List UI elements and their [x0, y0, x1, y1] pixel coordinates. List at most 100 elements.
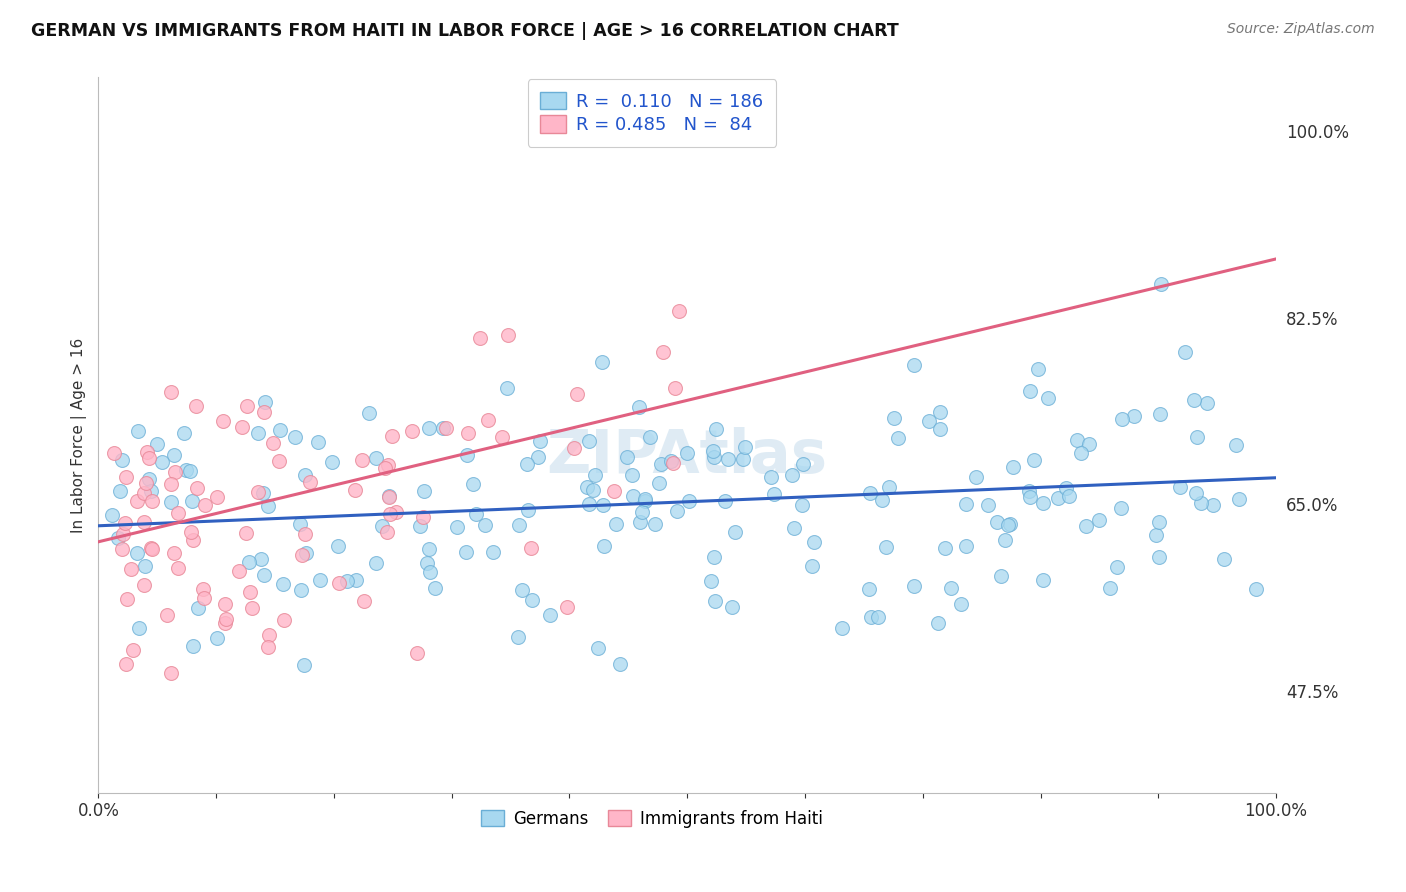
Point: [714, 494, 737, 508]
Point: [1046, 491, 1069, 506]
Point: [412, 483, 434, 498]
Point: [1001, 460, 1024, 475]
Point: [141, 494, 163, 508]
Point: [364, 556, 387, 570]
Point: [1168, 479, 1191, 493]
Point: [668, 304, 690, 318]
Point: [163, 546, 186, 560]
Point: [949, 598, 972, 612]
Point: [257, 500, 280, 514]
Point: [1202, 499, 1225, 513]
Point: [1054, 481, 1077, 495]
Point: [508, 518, 530, 533]
Point: [214, 612, 236, 626]
Point: [378, 508, 401, 522]
Point: [432, 421, 454, 435]
Point: [872, 493, 894, 508]
Point: [138, 451, 160, 466]
Point: [977, 499, 1000, 513]
Point: [418, 541, 440, 556]
Point: [659, 454, 682, 468]
Point: [506, 630, 529, 644]
Point: [181, 493, 204, 508]
Point: [146, 437, 169, 451]
Point: [526, 450, 548, 464]
Point: [343, 483, 366, 498]
Point: [375, 525, 398, 540]
Point: [592, 498, 614, 512]
Point: [1149, 515, 1171, 529]
Point: [591, 355, 613, 369]
Point: [575, 480, 598, 494]
Point: [134, 486, 156, 500]
Point: [875, 540, 897, 554]
Point: [353, 594, 375, 608]
Point: [965, 469, 987, 483]
Point: [128, 621, 150, 635]
Point: [111, 541, 134, 556]
Point: [294, 546, 316, 560]
Point: [866, 609, 889, 624]
Point: [231, 420, 253, 434]
Point: [1018, 484, 1040, 499]
Point: [299, 475, 322, 489]
Point: [633, 493, 655, 508]
Point: [1225, 438, 1247, 452]
Point: [235, 526, 257, 541]
Point: [364, 450, 387, 465]
Point: [191, 582, 214, 596]
Point: [125, 546, 148, 560]
Point: [609, 657, 631, 672]
Point: [1185, 430, 1208, 444]
Point: [205, 631, 228, 645]
Point: [1149, 408, 1171, 422]
Point: [1144, 527, 1167, 541]
Point: [139, 483, 162, 498]
Point: [644, 516, 666, 531]
Point: [120, 562, 142, 576]
Point: [415, 556, 437, 570]
Point: [378, 490, 401, 504]
Point: [522, 593, 544, 607]
Point: [1066, 433, 1088, 447]
Point: [409, 519, 432, 533]
Point: [586, 640, 609, 655]
Point: [1026, 361, 1049, 376]
Point: [252, 486, 274, 500]
Point: [239, 584, 262, 599]
Point: [121, 642, 143, 657]
Point: [181, 640, 204, 654]
Point: [800, 558, 823, 573]
Point: [307, 434, 329, 449]
Point: [1182, 392, 1205, 407]
Point: [1078, 437, 1101, 451]
Point: [423, 582, 446, 596]
Point: [419, 565, 441, 579]
Point: [326, 539, 349, 553]
Point: [228, 564, 250, 578]
Point: [495, 381, 517, 395]
Point: [1212, 551, 1234, 566]
Point: [284, 429, 307, 443]
Point: [141, 541, 163, 556]
Point: [412, 510, 434, 524]
Point: [803, 535, 825, 549]
Point: [406, 646, 429, 660]
Point: [127, 424, 149, 438]
Point: [401, 424, 423, 438]
Point: [167, 506, 190, 520]
Point: [253, 568, 276, 582]
Point: [115, 592, 138, 607]
Point: [859, 609, 882, 624]
Point: [456, 545, 478, 559]
Point: [918, 415, 941, 429]
Point: [1000, 517, 1022, 532]
Point: [253, 404, 276, 418]
Point: [661, 456, 683, 470]
Point: [903, 358, 925, 372]
Point: [491, 429, 513, 443]
Point: [205, 490, 228, 504]
Point: [250, 552, 273, 566]
Point: [308, 573, 330, 587]
Point: [703, 450, 725, 464]
